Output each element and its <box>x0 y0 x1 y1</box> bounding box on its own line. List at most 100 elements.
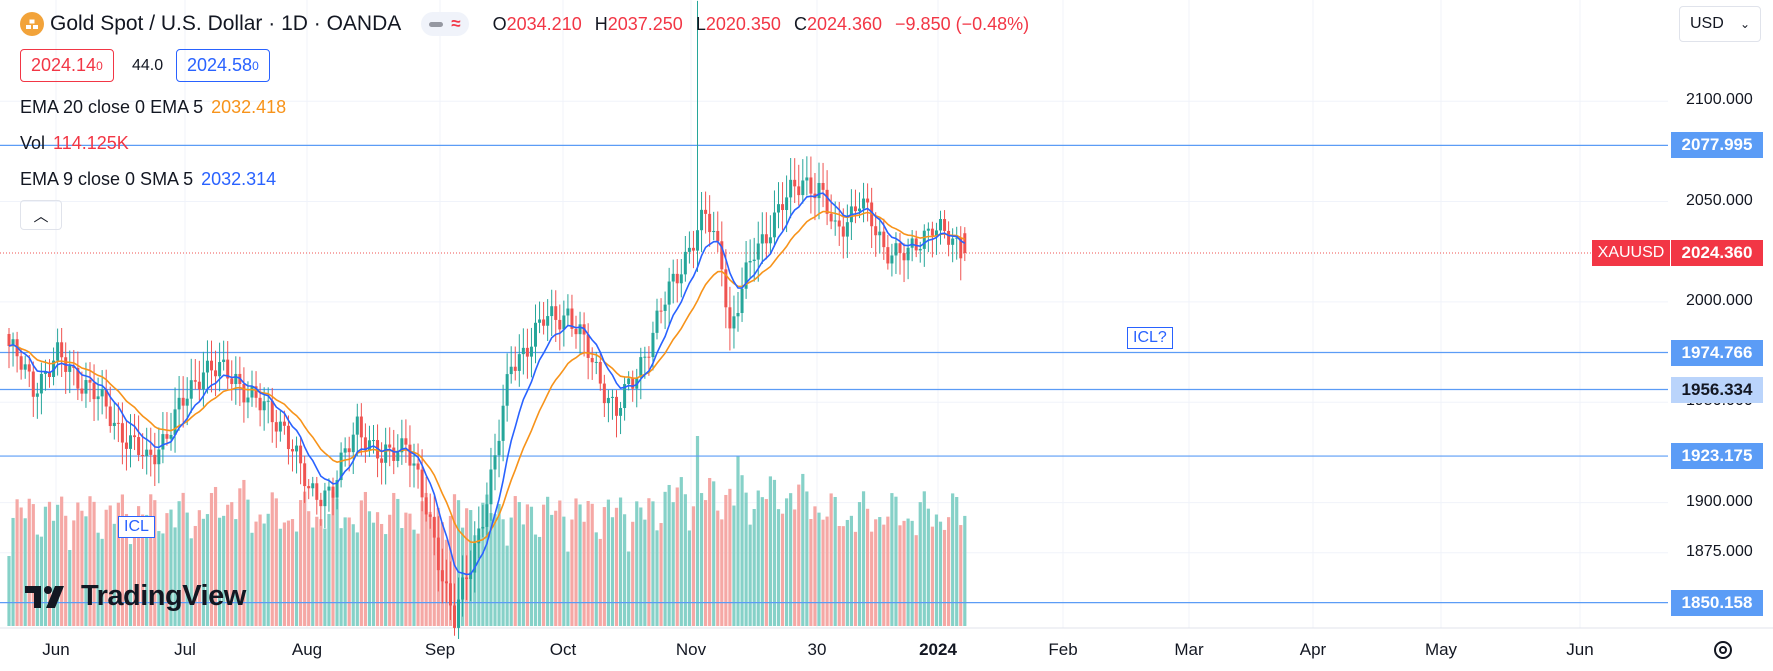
high-value: 2037.250 <box>607 13 683 34</box>
volume-bar <box>137 506 141 626</box>
candle-body <box>606 397 610 404</box>
volume-bar <box>258 514 262 626</box>
candle-body <box>493 455 497 470</box>
candle-body <box>169 434 173 439</box>
volume-bar <box>169 509 173 626</box>
candle-body <box>574 328 578 335</box>
volume-bar <box>222 515 226 626</box>
level-price-tag[interactable]: 1956.334 <box>1671 376 1763 403</box>
ask-sup: 0 <box>252 58 259 73</box>
candle-body <box>619 408 623 416</box>
volume-bar <box>96 532 100 626</box>
volume-bar <box>667 484 671 626</box>
candle-body <box>841 226 845 237</box>
candle-body <box>902 253 906 261</box>
volume-bar <box>359 500 363 626</box>
candle-body <box>926 228 930 231</box>
x-tick-label: Jul <box>174 640 196 659</box>
volume-bar <box>687 530 691 626</box>
level-price-tag[interactable]: 1923.175 <box>1671 443 1763 470</box>
volume-bar <box>371 522 376 626</box>
open-value: 2034.210 <box>506 13 582 34</box>
x-tick-label: Oct <box>549 640 577 659</box>
volume-bar <box>922 491 926 626</box>
candle-body <box>226 359 230 379</box>
candle-body <box>416 463 420 470</box>
volume-bar <box>699 493 704 626</box>
indicator-ema9[interactable]: EMA 9 close 0 SMA 5 2032.314 <box>20 169 276 190</box>
tradingview-logo[interactable]: TradingView <box>25 580 246 613</box>
settings-gear-icon[interactable] <box>1710 637 1736 663</box>
indicator-volume[interactable]: Vol 114.125K <box>20 133 129 154</box>
candle-body <box>363 437 367 451</box>
volume-bar <box>481 502 485 626</box>
volume-bar <box>380 523 384 626</box>
candle-body <box>704 209 708 214</box>
candle-body <box>254 386 258 398</box>
volume-bar <box>323 528 327 626</box>
candle-body <box>262 401 266 411</box>
candle-body <box>930 228 934 236</box>
candle-body <box>444 581 448 584</box>
chart-note[interactable]: ICL <box>118 516 155 538</box>
sell-price-button[interactable]: 2024.14 0 <box>20 49 114 82</box>
volume-bar <box>866 508 870 626</box>
horizontal-lines[interactable] <box>0 144 1668 604</box>
candle-body <box>396 452 400 461</box>
candle-body <box>149 449 153 455</box>
candle-body <box>68 365 72 372</box>
symbol-title[interactable]: Gold Spot / U.S. Dollar · 1D · OANDA <box>50 12 402 35</box>
indicator-ema20[interactable]: EMA 20 close 0 EMA 5 2032.418 <box>20 97 286 118</box>
volume-bar <box>15 499 19 626</box>
candlesticks <box>7 0 967 639</box>
volume-bar <box>643 519 647 626</box>
candle-body <box>246 397 250 403</box>
volume-bar <box>197 510 201 626</box>
volume-bar <box>201 518 205 626</box>
candle-body <box>116 422 120 424</box>
candle-body <box>760 234 764 244</box>
candle-body <box>43 371 47 374</box>
volume-bar <box>72 520 76 626</box>
candle-body <box>882 231 886 248</box>
candle-body <box>161 434 165 450</box>
x-tick-label: Apr <box>1299 640 1327 659</box>
level-price-tag[interactable]: 1974.766 <box>1671 339 1763 366</box>
volume-bar <box>902 520 906 626</box>
volume-bar <box>590 503 594 626</box>
volume-bar <box>213 486 218 626</box>
collapse-legend-button[interactable]: ︿ <box>20 200 62 230</box>
open-key: O <box>492 13 507 34</box>
volume-bar <box>234 519 238 626</box>
buy-price-button[interactable]: 2024.58 0 <box>176 49 270 82</box>
candle-body <box>432 516 436 538</box>
line-style-toggle[interactable]: ≈ <box>421 12 469 36</box>
candle-body <box>777 204 780 213</box>
candle-body <box>914 238 918 251</box>
volume-bar <box>704 500 708 626</box>
candle-body <box>133 435 137 438</box>
candle-body <box>453 605 456 628</box>
y-tick-label: 1875.000 <box>1686 542 1753 560</box>
level-price-tag[interactable]: 2077.995 <box>1671 132 1763 159</box>
chart-note[interactable]: ICL? <box>1127 327 1173 349</box>
volume-bar <box>363 491 367 626</box>
volume-bar <box>392 492 396 626</box>
currency-select[interactable]: USD ⌄ <box>1679 6 1761 42</box>
level-price-tag[interactable]: 1850.158 <box>1671 589 1763 616</box>
candle-body <box>359 416 363 438</box>
candle-body <box>959 237 963 259</box>
volume-bar <box>659 523 663 626</box>
symbol-legend: Gold Spot / U.S. Dollar · 1D · OANDA ≈ O… <box>20 12 1037 36</box>
volume-bar <box>566 551 570 626</box>
volume-bar <box>525 504 529 626</box>
volume-bar <box>938 521 943 626</box>
candle-body <box>696 230 699 251</box>
volume-bar <box>845 519 849 626</box>
volume-bar <box>315 516 319 626</box>
volume-bar <box>396 498 400 626</box>
candle-body <box>647 356 651 358</box>
candle-body <box>497 440 501 456</box>
volume-bar <box>351 524 355 626</box>
